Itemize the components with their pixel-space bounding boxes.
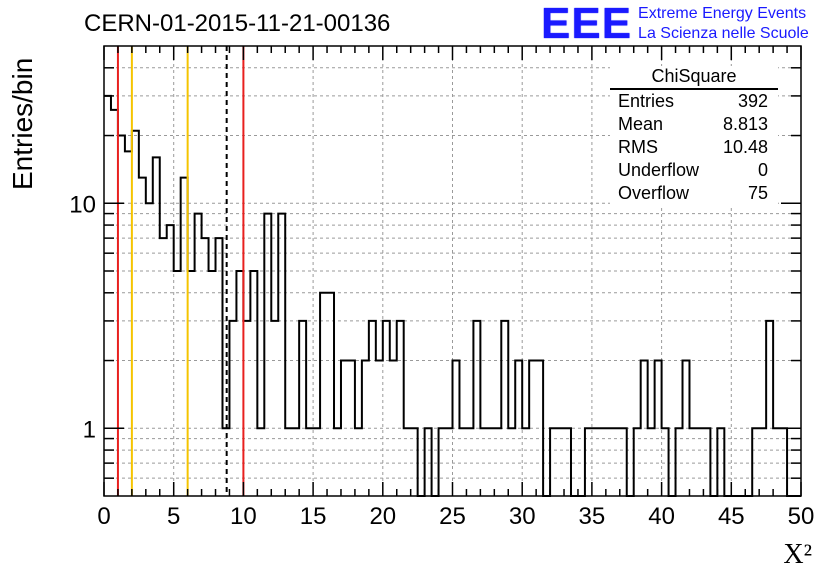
stats-label: Entries xyxy=(618,91,675,111)
y-tick-label: 1 xyxy=(83,416,96,443)
chart-title: CERN-01-2015-11-21-00136 xyxy=(84,10,391,37)
x-tick-label: 30 xyxy=(509,503,536,530)
x-tick-label: 15 xyxy=(300,503,327,530)
axis-ticks xyxy=(103,46,802,496)
x-tick-label: 35 xyxy=(579,503,606,530)
x-tick-label: 50 xyxy=(788,503,815,530)
stats-label: RMS xyxy=(618,137,658,157)
stats-title: ChiSquare xyxy=(610,66,778,90)
eee-logo-text: Extreme Energy Events La Scienza nelle S… xyxy=(638,4,809,44)
logo-line-2: La Scienza nelle Scuole xyxy=(638,25,809,42)
x-tick-labels: 0 5 10 15 20 25 30 35 40 45 50 xyxy=(97,503,814,530)
x-tick-label: 5 xyxy=(167,503,180,530)
stats-value: 10.48 xyxy=(722,137,768,157)
logo-line-1: Extreme Energy Events xyxy=(638,5,807,22)
x-tick-label: 25 xyxy=(439,503,466,530)
stats-row-rms: RMS 10.48 xyxy=(610,136,778,159)
x-tick-label: 0 xyxy=(97,503,110,530)
y-tick-labels: 1 10 xyxy=(69,191,96,443)
eee-logo: EEE Extreme Energy Events La Scienza nel… xyxy=(541,2,809,46)
stats-row-underflow: Underflow 0 xyxy=(610,159,778,182)
marker-lines xyxy=(116,46,245,496)
stats-row-entries: Entries 392 xyxy=(610,90,778,113)
stats-value: 0 xyxy=(757,160,768,180)
stats-value: 392 xyxy=(737,91,768,111)
stats-row-mean: Mean 8.813 xyxy=(610,113,778,136)
stats-row-overflow: Overflow 75 xyxy=(610,182,778,205)
stats-label: Mean xyxy=(618,114,664,134)
stats-value: 75 xyxy=(747,183,768,203)
x-axis-label: X² xyxy=(783,539,812,570)
y-tick-label: 10 xyxy=(69,191,96,218)
stats-box: ChiSquare Entries 392 Mean 8.813 RMS 10.… xyxy=(610,66,778,205)
stats-label: Underflow xyxy=(618,160,700,180)
eee-logo-mark: EEE xyxy=(541,0,633,48)
x-tick-label: 45 xyxy=(718,503,745,530)
stats-label: Overflow xyxy=(618,183,690,203)
x-tick-label: 40 xyxy=(648,503,675,530)
x-tick-label: 10 xyxy=(230,503,257,530)
stats-value: 8.813 xyxy=(722,114,768,134)
x-tick-label: 20 xyxy=(369,503,396,530)
y-axis-label: Entries/bin xyxy=(7,58,38,190)
